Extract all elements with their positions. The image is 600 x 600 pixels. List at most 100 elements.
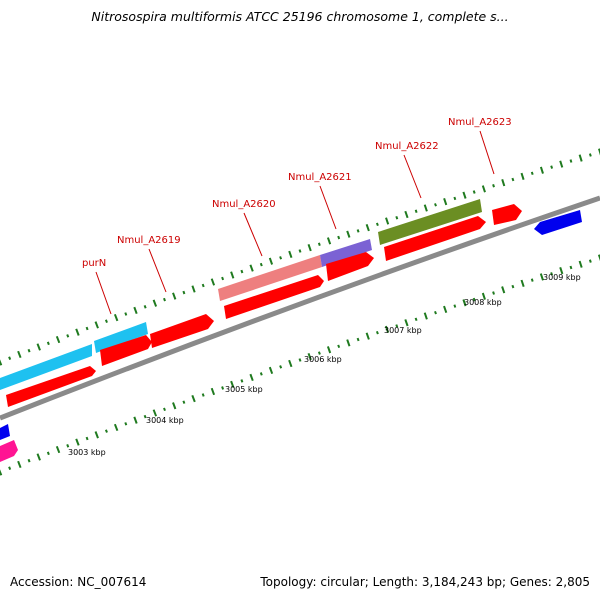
scale-tick: [395, 215, 399, 220]
scale-tick: [337, 235, 341, 240]
scale-tick: [326, 346, 332, 354]
scale-tick: [385, 217, 390, 225]
gene-label-nmul-a2623[interactable]: Nmul_A2623: [448, 117, 512, 128]
scale-tick: [404, 319, 409, 327]
scale-tick: [481, 292, 486, 300]
scale-tick: [317, 351, 321, 355]
scale-tick: [346, 339, 351, 347]
cds-arrow-6[interactable]: [384, 216, 486, 261]
scale-tick: [8, 466, 12, 470]
scale-tick: [201, 283, 205, 288]
scale-tick: [36, 343, 41, 351]
scale-tick: [298, 358, 302, 362]
gene-label-purn[interactable]: purN: [82, 258, 106, 269]
feature-purple[interactable]: [320, 239, 372, 267]
scale-tick: [55, 445, 61, 454]
scale-tick: [375, 330, 379, 335]
scale-tick: [337, 344, 341, 349]
feature-pink-light[interactable]: [218, 255, 322, 301]
cds-arrow-5[interactable]: [326, 252, 374, 281]
scale-tick: [8, 356, 12, 360]
scale-tick: [85, 436, 89, 441]
scale-tick: [472, 190, 476, 194]
scale-tick: [356, 229, 360, 233]
feature-olive[interactable]: [378, 199, 482, 245]
scale-tick: [472, 297, 476, 302]
scale-tick: [326, 237, 332, 245]
kbp-label-3003: 3003 kbp: [68, 448, 106, 457]
scale-tick: [240, 379, 244, 383]
feature-cyan-1[interactable]: [0, 344, 92, 390]
scale-tick: [210, 278, 216, 286]
genome-summary-text: Topology: circular; Length: 3,184,243 bp…: [260, 575, 590, 589]
outer-tick-ring: [0, 148, 600, 366]
scale-tick: [481, 185, 486, 193]
scale-tick: [520, 172, 525, 181]
scale-tick: [0, 359, 3, 366]
scale-tick: [550, 165, 554, 169]
cds-arrow-4[interactable]: [224, 275, 324, 319]
feature-magenta-left[interactable]: [0, 440, 18, 462]
scale-tick: [511, 177, 515, 182]
scale-tick: [511, 284, 515, 289]
scale-tick: [240, 269, 244, 274]
gene-label-nmul-a2619[interactable]: Nmul_A2619: [117, 235, 181, 246]
scale-tick: [191, 285, 196, 293]
kbp-label-3005: 3005 kbp: [225, 385, 263, 394]
gene-label-nmul-a2622[interactable]: Nmul_A2622: [375, 141, 439, 152]
scale-tick: [492, 291, 495, 295]
scale-tick: [172, 402, 177, 410]
scale-tick: [143, 414, 147, 419]
feature-blue-left[interactable]: [0, 424, 10, 440]
feature-blue-right[interactable]: [534, 210, 582, 235]
scale-tick: [550, 272, 554, 276]
scale-tick: [75, 328, 80, 336]
scale-tick: [288, 250, 293, 259]
scale-tick: [221, 276, 225, 281]
scale-tick: [152, 299, 158, 307]
scale-tick: [520, 279, 525, 288]
scale-tick: [501, 179, 506, 187]
gene-label-leaders: [95, 130, 495, 315]
scale-tick: [249, 264, 254, 272]
scale-tick: [588, 259, 592, 263]
scale-tick: [462, 191, 467, 199]
scale-tick: [124, 312, 128, 316]
scale-tick: [588, 153, 592, 157]
scale-tick: [124, 422, 128, 426]
scale-tick: [307, 243, 312, 252]
cds-arrow-1[interactable]: [6, 366, 96, 407]
scale-tick: [365, 332, 370, 340]
scale-tick: [133, 306, 138, 315]
scale-tick: [55, 335, 61, 344]
map-title: Nitrosospira multiformis ATCC 25196 chro…: [91, 9, 509, 24]
scale-tick: [85, 326, 89, 331]
kbp-label-3004: 3004 kbp: [146, 416, 184, 425]
scale-tick: [46, 341, 50, 346]
scale-tick: [569, 159, 573, 163]
scale-tick: [279, 365, 283, 369]
scale-tick: [414, 317, 418, 322]
feature-cyan-2[interactable]: [94, 322, 148, 353]
scale-tick: [104, 429, 108, 433]
gene-label-nmul-a2620[interactable]: Nmul_A2620: [212, 199, 276, 210]
scale-tick: [598, 148, 600, 156]
scale-tick: [66, 334, 70, 338]
scale-tick: [453, 196, 457, 201]
scale-tick: [404, 210, 409, 219]
cds-arrow-3[interactable]: [150, 314, 214, 348]
feature-red-small[interactable]: [492, 204, 522, 225]
scale-tick: [530, 278, 534, 282]
gene-label-nmul-a2621[interactable]: Nmul_A2621: [288, 172, 352, 183]
scale-tick: [559, 160, 564, 168]
scale-tick: [597, 254, 600, 262]
scale-tick: [530, 171, 534, 176]
scale-tick: [191, 394, 196, 403]
scale-tick: [307, 352, 312, 361]
cds-arrow-2[interactable]: [100, 335, 152, 366]
scale-tick: [163, 407, 166, 412]
scale-tick: [539, 273, 544, 281]
scale-tick: [365, 223, 370, 232]
scale-tick: [462, 299, 467, 307]
